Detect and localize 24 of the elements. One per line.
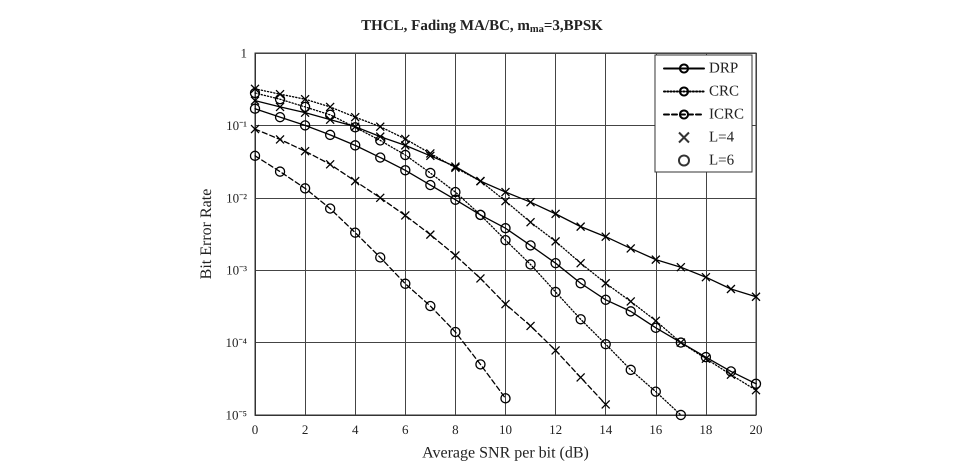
x-tick-label: 16 bbox=[649, 422, 663, 437]
x-tick-label: 14 bbox=[599, 422, 613, 437]
legend-label: CRC bbox=[708, 84, 740, 100]
legend-label: L=4 bbox=[708, 130, 735, 146]
x-tick-label: 2 bbox=[302, 422, 308, 437]
legend-label: L=6 bbox=[708, 152, 735, 168]
x-tick-label: 4 bbox=[352, 422, 359, 437]
y-axis-title: Bit Error Rate bbox=[198, 188, 216, 280]
x-tick-label: 8 bbox=[452, 422, 459, 437]
y-tick-label: 1 bbox=[240, 46, 247, 60]
x-tick-label: 18 bbox=[699, 422, 712, 437]
x-tick-label: 0 bbox=[252, 422, 258, 437]
x-tick-label: 10 bbox=[499, 422, 512, 437]
x-tick-label: 20 bbox=[750, 422, 762, 437]
x-tick-label: 6 bbox=[402, 422, 410, 437]
legend-label: DRP bbox=[708, 60, 738, 76]
y-tick-label: 10⁻¹ bbox=[226, 118, 248, 133]
y-tick-label: 10⁻³ bbox=[226, 262, 248, 278]
y-tick-label: 10⁻⁵ bbox=[225, 408, 247, 422]
y-tick-label: 10⁻² bbox=[226, 190, 248, 206]
x-axis-title: Average SNR per bit (dB) bbox=[422, 444, 589, 462]
y-tick-label: 10⁻⁴ bbox=[225, 335, 248, 350]
legend-label: ICRC bbox=[708, 106, 744, 122]
x-tick-label: 12 bbox=[549, 422, 562, 437]
